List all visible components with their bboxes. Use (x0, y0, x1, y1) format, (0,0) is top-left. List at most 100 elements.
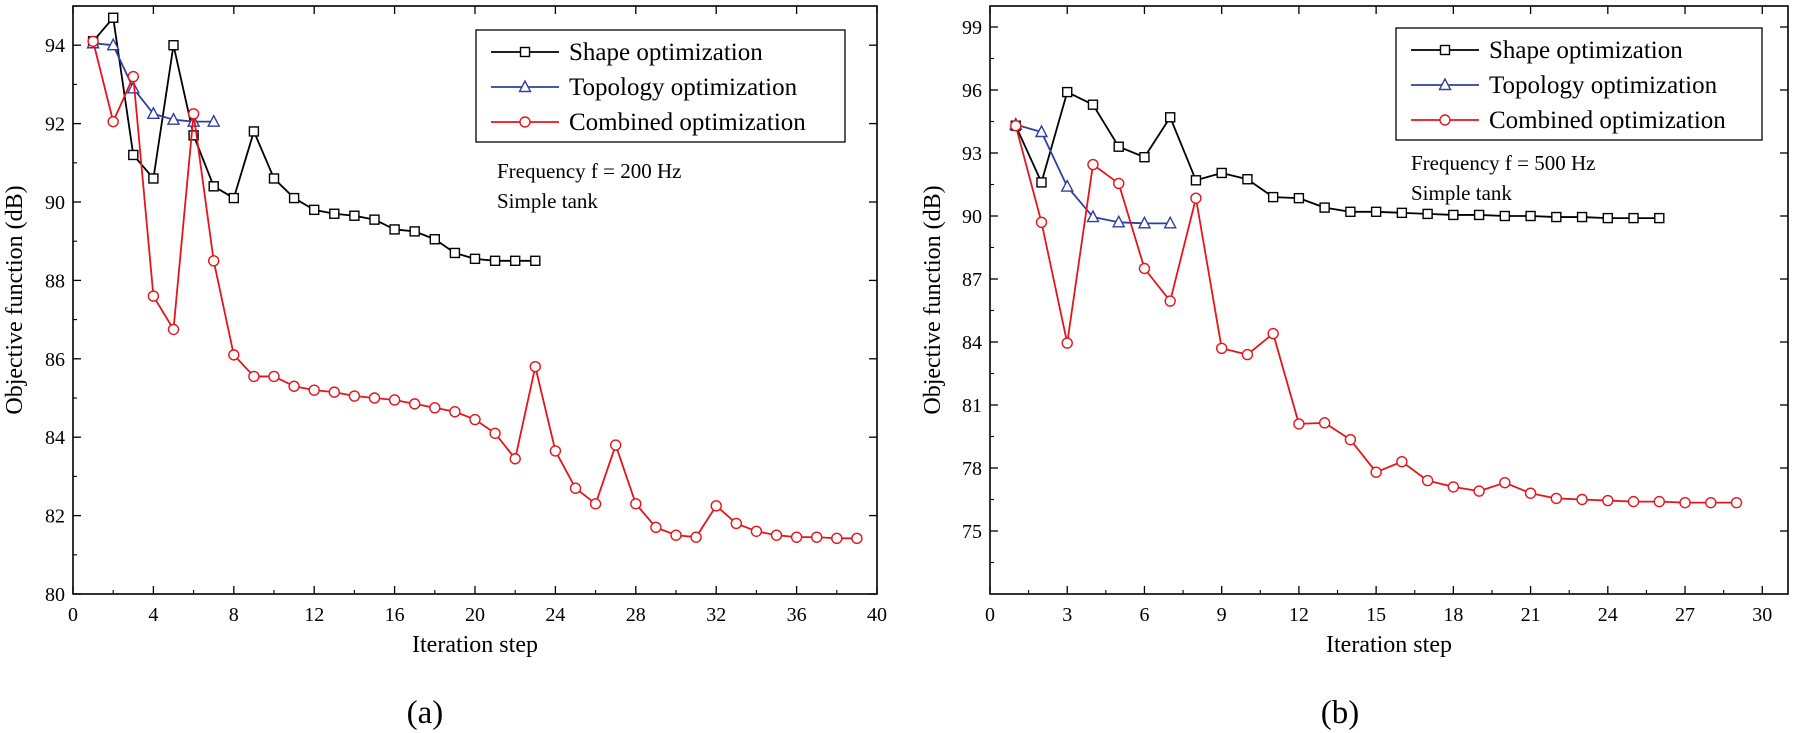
y-tick-label: 78 (962, 458, 982, 480)
data-point (248, 370, 260, 383)
x-tick-label: 0 (985, 604, 995, 626)
data-point (368, 392, 381, 404)
y-tick-label: 92 (45, 114, 65, 136)
legend-label: Combined optimization (1489, 107, 1726, 134)
data-point (329, 208, 340, 219)
data-point (1113, 177, 1125, 190)
data-point (1422, 208, 1433, 220)
y-tick-label: 94 (45, 35, 65, 57)
data-point (1267, 327, 1279, 340)
data-point (1448, 209, 1459, 221)
data-point (1396, 456, 1408, 468)
data-point (1112, 214, 1126, 228)
legend-marker (519, 46, 531, 58)
data-point (1138, 262, 1151, 275)
data-point (1576, 493, 1588, 506)
data-point (1524, 487, 1537, 499)
data-point (168, 40, 179, 51)
data-point (268, 370, 280, 383)
legend-marker (518, 79, 532, 93)
legend-item: Shape optimization (491, 39, 763, 66)
data-point (1551, 211, 1562, 223)
data-point (1061, 337, 1073, 349)
data-point (188, 130, 199, 141)
x-tick-label: 20 (465, 604, 485, 626)
data-point (309, 204, 320, 216)
series-line (1015, 123, 1171, 225)
legend-label: Topology optimization (1489, 72, 1718, 99)
data-point (167, 323, 180, 336)
x-axis-label: Iteration step (1326, 632, 1452, 658)
data-point (126, 80, 140, 94)
data-point (1396, 207, 1408, 219)
data-point (1473, 485, 1485, 497)
data-point (1034, 124, 1049, 138)
data-point (147, 290, 160, 302)
data-point (128, 149, 139, 161)
data-point (228, 192, 240, 204)
data-point (1499, 477, 1511, 489)
data-point (1627, 495, 1640, 508)
data-point (449, 247, 461, 259)
x-tick-label: 32 (706, 604, 726, 626)
data-point (1318, 417, 1331, 429)
data-point (106, 37, 120, 51)
x-tick-label: 8 (229, 604, 239, 626)
data-point (1035, 216, 1048, 229)
data-point (87, 35, 99, 47)
annotation-text: Frequency f = 200 Hz (497, 159, 681, 183)
data-point (510, 255, 521, 266)
data-point (1602, 212, 1614, 224)
data-point (389, 224, 400, 235)
x-tick-label: 36 (787, 604, 807, 626)
data-point (409, 398, 421, 410)
data-point (388, 394, 401, 406)
legend-item: Shape optimization (1411, 37, 1683, 64)
data-point (248, 126, 260, 137)
data-point (489, 427, 501, 439)
data-point (166, 112, 181, 125)
y-tick-label: 84 (962, 332, 982, 354)
data-point (710, 500, 722, 512)
data-point (811, 531, 823, 543)
data-point (1421, 474, 1434, 487)
x-tick-label: 40 (867, 604, 887, 626)
data-point (630, 498, 642, 510)
data-point (1164, 112, 1176, 123)
data-point (268, 173, 280, 184)
legend-marker (1438, 77, 1452, 91)
x-axis-label: Iteration step (412, 632, 538, 658)
data-point (1190, 175, 1202, 186)
data-point (489, 255, 501, 266)
data-point (610, 439, 622, 451)
data-point (208, 181, 219, 192)
data-point (1525, 210, 1536, 222)
series-circle (87, 35, 863, 545)
data-point (1370, 206, 1382, 218)
x-tick-label: 9 (1217, 604, 1227, 626)
panel-caption: (b) (1321, 695, 1359, 731)
data-point (369, 214, 380, 225)
data-point (1705, 496, 1717, 509)
y-tick-label: 80 (45, 584, 65, 606)
data-point (207, 255, 220, 267)
legend-box (475, 29, 846, 143)
legend-label: Combined optimization (569, 109, 806, 136)
x-tick-label: 28 (626, 604, 646, 626)
data-point (770, 529, 783, 541)
panel-a: 0 4 8 12 16 20 24 28 32 36 40 80 82 84 86 88 90 92 94 Itera… (2, 5, 887, 731)
data-point (288, 380, 300, 392)
x-tick-label: 18 (1443, 604, 1463, 626)
y-axis-label: Objective function (dB) (2, 185, 28, 414)
x-tick-label: 6 (1139, 604, 1149, 626)
data-point (690, 531, 702, 543)
y-tick-label: 90 (962, 206, 982, 228)
series-square (87, 12, 541, 266)
data-point (107, 115, 119, 128)
data-point (207, 114, 221, 127)
data-point (549, 445, 562, 457)
data-point (1344, 433, 1357, 446)
data-point (349, 210, 360, 221)
data-point (146, 106, 161, 120)
